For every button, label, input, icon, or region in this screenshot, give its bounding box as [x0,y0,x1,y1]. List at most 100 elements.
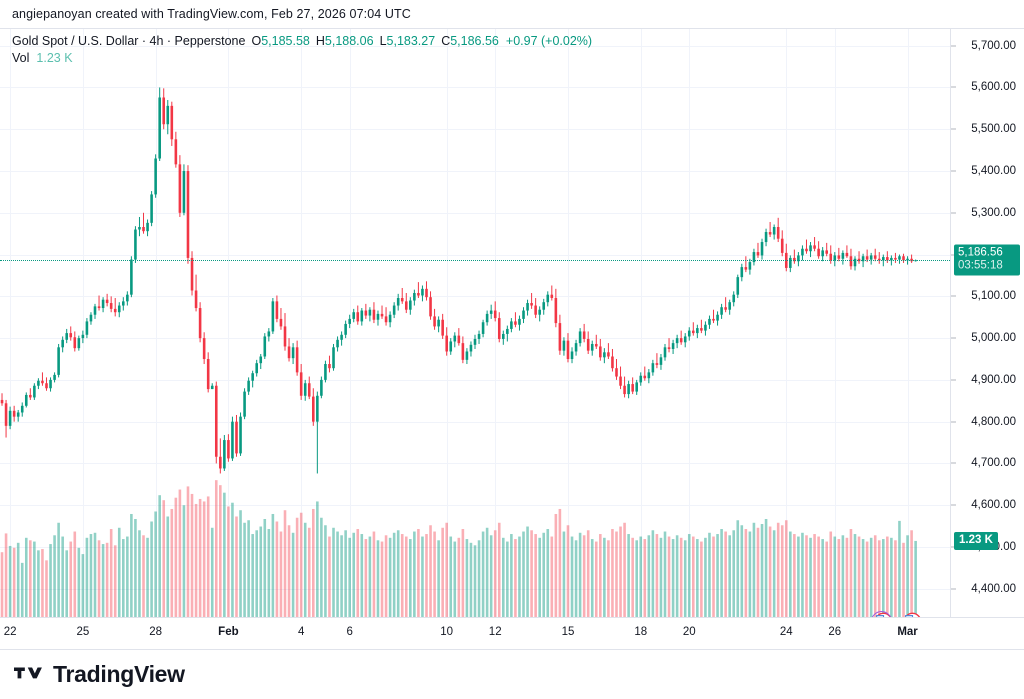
candle-wick [595,334,597,349]
candle-wick [692,322,694,336]
volume-bar [49,544,52,617]
volume-bar [0,552,4,617]
attribution-text: angiepanoyan created with TradingView.co… [12,7,411,21]
candle-body [801,248,804,256]
volume-bar [332,527,335,617]
volume-bar [857,536,861,617]
candle-body [453,335,457,342]
candle-wick [143,212,145,234]
candle-body [906,258,909,261]
candle-body [396,298,400,306]
volume-bar [477,540,481,617]
volume-bar [166,516,170,617]
candle-body [29,394,32,398]
candle-body [89,314,93,322]
volume-bar [453,541,457,617]
volume-bar [534,534,537,617]
candle-body [214,385,218,457]
volume-bar [522,531,525,617]
candle-body [182,171,186,213]
candle-body [404,301,408,310]
candle-wick [401,287,403,304]
candle-body [736,277,740,295]
candle-body [473,338,477,345]
volume-bar [243,522,246,617]
candle-body [372,309,376,320]
volume-bar [154,511,157,617]
volume-bar [586,530,590,617]
price-tick-dash [951,254,956,256]
volume-bar [303,522,307,617]
candle-body [732,294,736,303]
candle-wick [745,256,747,273]
candle-body [683,336,687,343]
volume-badge[interactable]: 1.23 K [954,531,998,550]
candle-body [635,382,638,392]
candle-body [861,256,865,262]
volume-bar [801,532,804,617]
volume-bar [287,525,291,617]
volume-bar [33,541,36,617]
time-gridline [495,29,496,617]
candle-body [886,257,889,261]
time-gridline [301,29,302,617]
time-tick-label: Feb [218,626,239,638]
candle-body [894,257,897,260]
price-tick-label: 5,000.00 [971,332,1016,345]
volume-bar [457,537,461,617]
candle-body [85,321,89,335]
tradingview-brand-text: TradingView [53,661,185,687]
price-gridline [0,421,950,423]
candle-body [619,376,622,386]
volume-bar [865,541,869,617]
candle-body [384,316,388,323]
candle-wick [878,252,880,264]
time-gridline [786,29,787,617]
volume-bar [667,536,671,617]
candle-body [287,346,291,359]
volume-bar [275,521,279,617]
volume-bar [449,536,453,617]
candle-body [77,338,81,349]
candle-body [578,331,582,344]
candle-body [776,227,780,239]
candle-body [263,336,267,357]
volume-bar [679,537,683,617]
volume-bar [578,532,582,617]
volume-bar [497,522,501,617]
candle-body [457,335,461,344]
chart-plot-area[interactable] [0,29,950,617]
candle-body [320,379,323,396]
candle-wick [607,343,609,359]
candle-body [497,318,501,339]
candle-body [113,308,117,313]
candle-wick [814,237,816,252]
candle-body [877,258,881,261]
candle-wick [656,353,658,369]
price-scale-axis[interactable]: 5,700.00 5,600.00 5,500.00 5,400.00 5,300.00… [950,29,1024,617]
candle-wick [757,242,759,258]
volume-bar [651,530,655,617]
volume-bar [105,542,109,617]
us-economic-event-marker[interactable] [903,612,922,617]
candle-body [12,410,16,417]
volume-bar [348,537,351,617]
candle-body [793,257,796,262]
volume-bar [364,539,368,617]
time-scale-axis[interactable]: 22 25 28 Feb 4 6 10 12 15 18 20 24 26 Mar [0,618,1024,650]
price-tick-label: 4,800.00 [971,415,1016,428]
candle-body [910,258,913,262]
candle-wick [138,216,140,237]
us-economic-event-marker[interactable] [871,611,893,617]
candle-body [291,347,295,359]
candle-body [130,259,133,295]
candle-body [271,301,275,332]
candle-body [231,421,234,459]
volume-bar [817,536,820,617]
volume-bar [469,542,473,617]
volume-bar [882,539,885,617]
time-gridline [908,29,909,617]
candle-body [109,303,113,309]
last-price-badge[interactable]: 5,186.56 03:55:18 [954,244,1020,276]
